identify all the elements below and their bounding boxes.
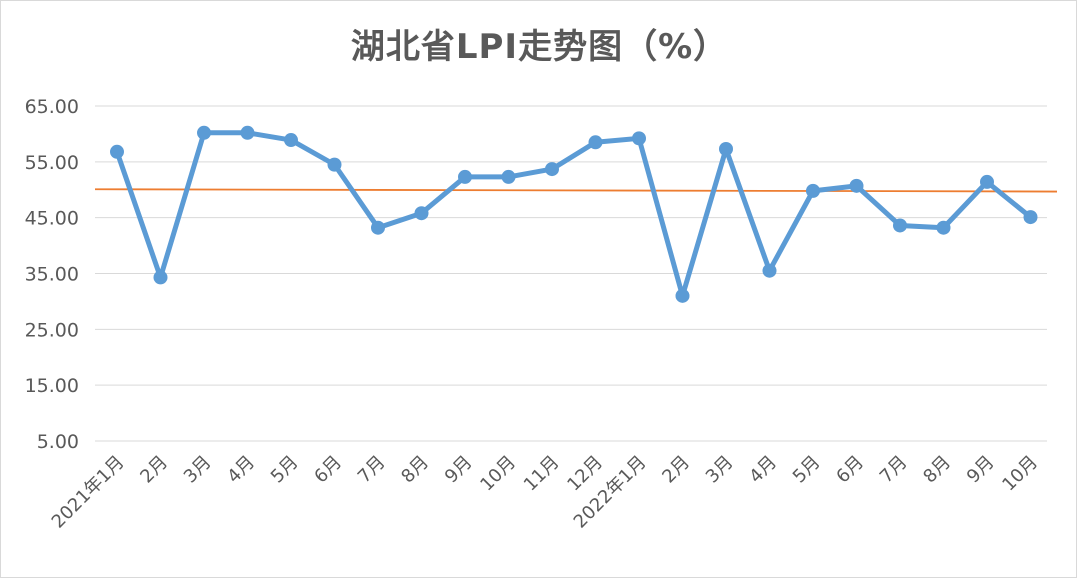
x-tick-label: 8月 <box>919 452 955 488</box>
x-tick-label: 2021年1月 <box>48 452 129 533</box>
x-tick-label: 9月 <box>963 452 999 488</box>
y-tick-label: 35.00 <box>25 264 79 286</box>
x-tick-label: 11月 <box>520 452 564 496</box>
data-point <box>762 263 777 278</box>
data-point <box>719 141 733 156</box>
data-point <box>893 218 907 233</box>
data-point <box>980 174 994 189</box>
y-tick-label: 25.00 <box>25 319 79 341</box>
x-tick-label: 7月 <box>876 452 912 488</box>
x-tick-label: 10月 <box>476 452 520 496</box>
x-tick-label: 2月 <box>136 452 172 488</box>
data-point <box>936 220 951 235</box>
data-point <box>1023 210 1038 225</box>
data-point <box>153 270 168 285</box>
data-point <box>414 206 429 221</box>
data-point <box>545 162 559 177</box>
data-point <box>371 220 385 235</box>
x-tick-label: 9月 <box>441 452 477 488</box>
y-tick-label: 65.00 <box>25 96 79 118</box>
data-point <box>806 183 820 198</box>
data-point <box>327 157 342 172</box>
x-tick-label: 6月 <box>832 452 868 488</box>
x-tick-label: 2月 <box>658 452 694 488</box>
x-tick-label: 6月 <box>310 452 346 488</box>
y-tick-label: 45.00 <box>25 208 79 230</box>
x-tick-label: 4月 <box>745 452 781 488</box>
series-line <box>114 130 1033 299</box>
reference-line <box>94 188 1058 193</box>
data-point <box>588 135 603 150</box>
data-point <box>284 133 298 148</box>
x-tick-label: 3月 <box>702 452 738 488</box>
y-tick-label: 55.00 <box>25 152 79 174</box>
x-tick-label: 8月 <box>397 452 433 488</box>
x-tick-label: 7月 <box>354 452 390 488</box>
x-tick-label: 5月 <box>789 452 825 488</box>
x-tick-label: 5月 <box>267 452 303 488</box>
data-point <box>197 125 211 140</box>
data-point <box>110 144 124 159</box>
data-point <box>458 169 472 184</box>
data-point <box>632 131 646 146</box>
chart-title: 湖北省LPI走势图（%） <box>350 27 729 67</box>
data-point <box>675 288 690 303</box>
x-tick-label: 3月 <box>180 452 216 488</box>
data-point <box>240 125 255 140</box>
x-tick-label: 4月 <box>223 452 259 488</box>
y-tick-label: 5.00 <box>37 431 79 453</box>
data-point <box>501 169 516 184</box>
x-tick-label: 10月 <box>998 452 1042 496</box>
data-point <box>849 178 864 193</box>
y-tick-label: 15.00 <box>25 375 79 397</box>
